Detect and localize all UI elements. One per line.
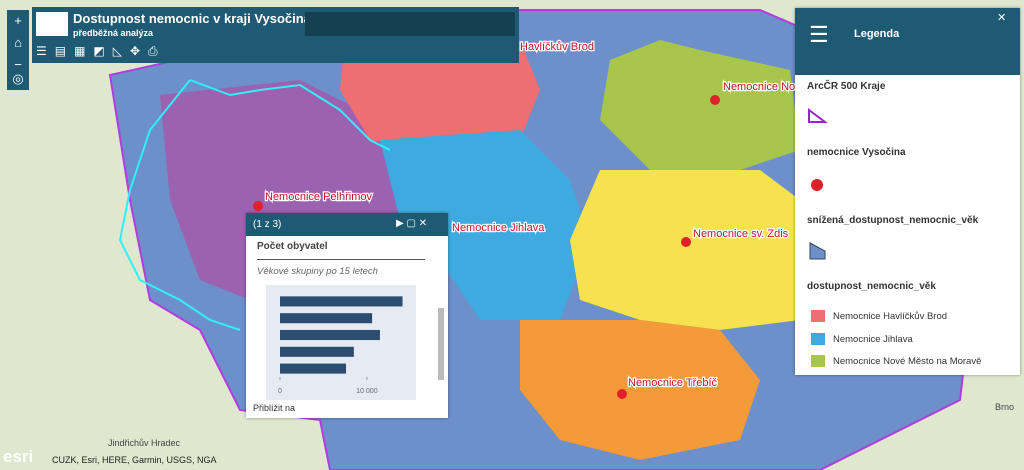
river bbox=[118, 79, 241, 331]
zoom-in[interactable]: + bbox=[7, 10, 29, 32]
legend-class: Nemocnice Jihlava bbox=[833, 334, 913, 345]
legend-symbol bbox=[811, 179, 823, 191]
popup-field: Počet obyvatel bbox=[257, 241, 328, 252]
attribution: CUZK, Esri, HERE, Garmin, USGS, NGA bbox=[52, 455, 217, 465]
legend-swatch bbox=[811, 333, 825, 345]
legend-layer: ArcČR 500 Kraje bbox=[807, 81, 886, 92]
x-tick-label: 10 000 bbox=[356, 388, 378, 395]
legend-symbol bbox=[808, 108, 827, 123]
hospital-markers bbox=[253, 95, 720, 399]
popup-pager: (1 z 3) bbox=[253, 219, 282, 230]
map-label: Nemocnice No bbox=[723, 81, 795, 93]
legend-layer: snížená_dostupnost_nemocnic_věk bbox=[807, 215, 979, 226]
home[interactable]: ⌂ bbox=[7, 32, 29, 54]
chart: 0 10 000 bbox=[266, 285, 416, 400]
map-label: Havlíčkův Brod bbox=[520, 41, 594, 53]
divider bbox=[257, 259, 425, 260]
hospital-marker bbox=[681, 237, 691, 247]
bar bbox=[280, 329, 380, 341]
area-havlickuv-brod bbox=[340, 40, 540, 150]
legend-symbol bbox=[809, 242, 826, 260]
locate[interactable]: ◎ bbox=[7, 68, 29, 90]
area-trebic bbox=[520, 320, 760, 460]
area-zdislava bbox=[570, 170, 800, 330]
place-label: Brno bbox=[995, 402, 1014, 412]
app-subtitle: předběžná analýza bbox=[73, 28, 154, 38]
legend-icon: ☰ bbox=[809, 22, 829, 47]
popup: (1 z 3) ▶ ▢ ✕ Počet obyvatel Věkové skup… bbox=[246, 213, 448, 418]
toolbar[interactable]: ☰▤▦◩◺✥⎙ bbox=[36, 44, 166, 58]
legend-layer: dostupnost_nemocnic_věk bbox=[807, 281, 936, 292]
legend-swatch bbox=[811, 310, 825, 322]
app-logo bbox=[36, 12, 68, 36]
bar bbox=[280, 313, 373, 324]
legend-layer: nemocnice Vysočina bbox=[807, 147, 906, 158]
popup-header: (1 z 3) ▶ ▢ ✕ bbox=[246, 213, 448, 236]
legend-class: Nemocnice Havlíčkův Brod bbox=[833, 311, 948, 322]
map-label: Nemocnice Pelhřimov bbox=[265, 191, 372, 203]
scrollbar[interactable] bbox=[438, 308, 444, 380]
legend-swatch bbox=[811, 355, 825, 367]
legend-header: ☰ Legenda ✕ bbox=[795, 8, 1020, 75]
river bbox=[189, 79, 391, 151]
esri-logo: esri bbox=[3, 447, 33, 466]
area-nove-mesto bbox=[600, 40, 800, 170]
x-tick-label: 0 bbox=[278, 388, 282, 395]
bar bbox=[280, 346, 354, 357]
search-box[interactable] bbox=[305, 12, 515, 36]
chart-title: Věkové skupiny po 15 letech bbox=[257, 266, 378, 277]
app-title: Dostupnost nemocnic v kraji Vysočina bbox=[73, 11, 311, 26]
legend-title: Legenda bbox=[854, 28, 900, 40]
legend-close[interactable]: ✕ bbox=[997, 12, 1007, 24]
zoom-link[interactable]: Přiblížit na bbox=[253, 403, 296, 413]
place-label: Jindřichův Hradec bbox=[108, 438, 181, 448]
bar bbox=[280, 363, 347, 374]
hospital-marker bbox=[710, 95, 720, 105]
bar bbox=[280, 296, 403, 307]
map-label: Nemocnice sv. Zdis bbox=[693, 228, 789, 240]
legend-panel: ☰ Legenda ✕ ArcČR 500 Kraje nemocnice Vy… bbox=[795, 8, 1020, 375]
area-jihlava bbox=[380, 130, 590, 320]
legend-class: Nemocnice Nové Město na Moravě bbox=[833, 356, 982, 367]
map-label: Nemocnice Jihlava bbox=[452, 222, 545, 234]
hospital-marker bbox=[617, 389, 627, 399]
hospital-marker bbox=[253, 201, 263, 211]
map-label: Nemocnice Třebíč bbox=[628, 377, 718, 389]
header: Dostupnost nemocnic v kraji Vysočina pře… bbox=[32, 7, 519, 63]
popup-controls[interactable]: ▶ ▢ ✕ bbox=[396, 218, 428, 229]
